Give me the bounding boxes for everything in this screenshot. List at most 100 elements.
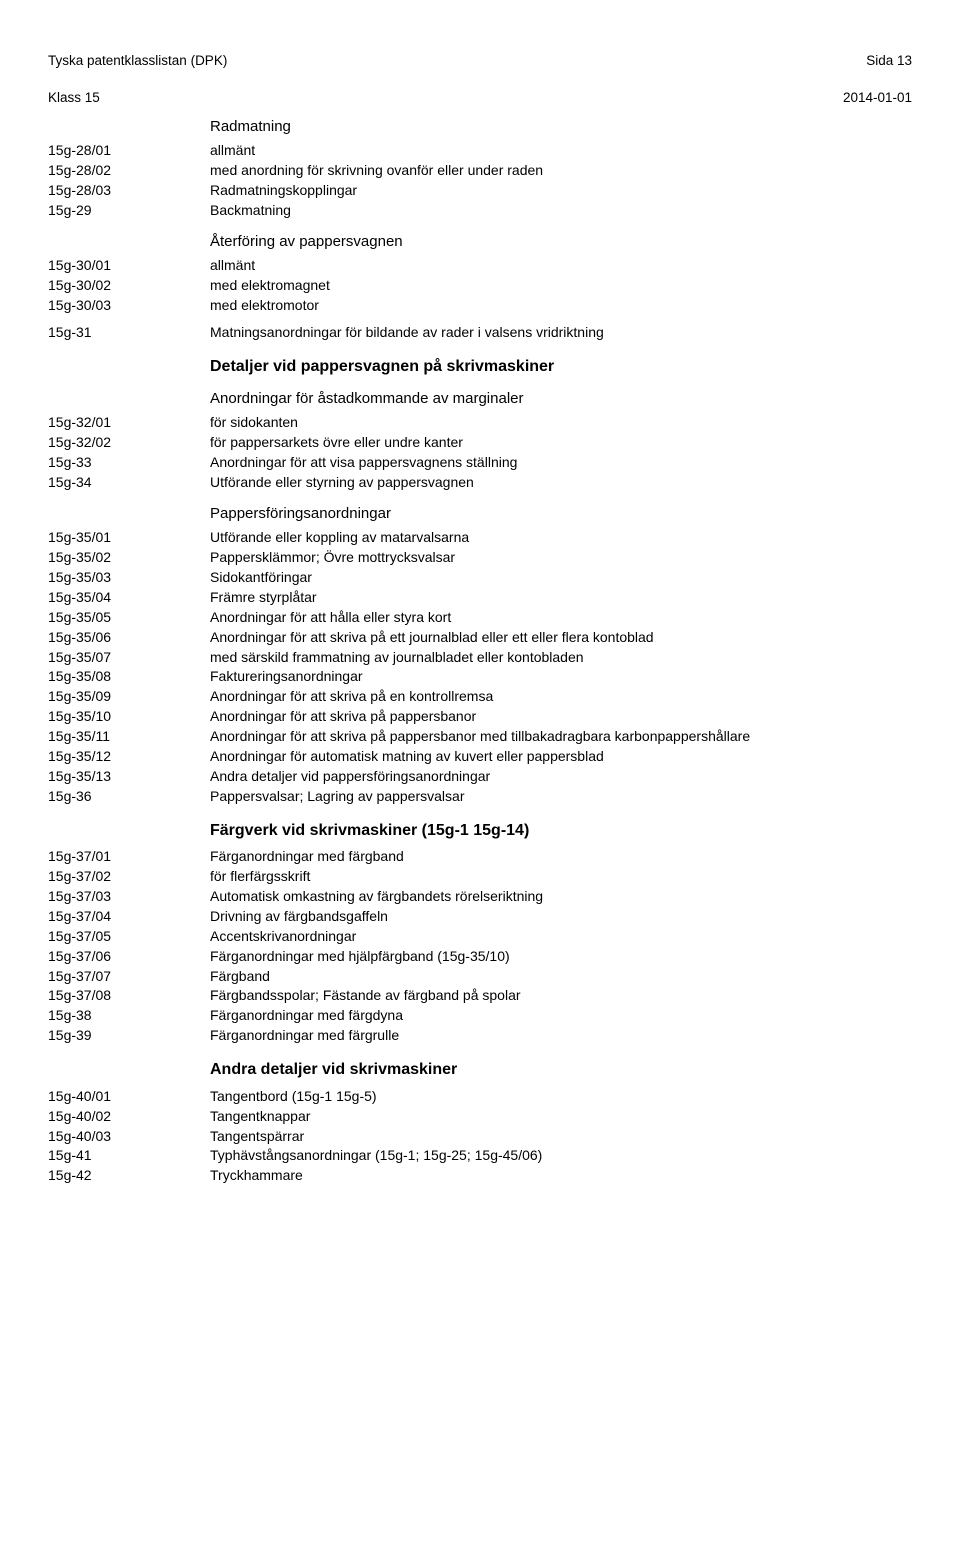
list-row: 15g-37/06Färganordningar med hjälpfärgba… (48, 947, 912, 966)
class-code: 15g-35/11 (48, 727, 210, 746)
list-row: 15g-37/04Drivning av färgbandsgaffeln (48, 907, 912, 926)
list-row: 15g-35/13Andra detaljer vid pappersförin… (48, 767, 912, 786)
class-code: 15g-31 (48, 323, 210, 342)
class-code: 15g-37/01 (48, 847, 210, 866)
class-description: Färganordningar med färgrulle (210, 1026, 912, 1045)
class-description: Automatisk omkastning av färgbandets rör… (210, 887, 912, 906)
list-row: 15g-36Pappersvalsar; Lagring av pappersv… (48, 787, 912, 806)
header-right: Sida 13 2014-01-01 (843, 34, 912, 107)
class-code: 15g-35/01 (48, 528, 210, 547)
class-description: Tryckhammare (210, 1166, 912, 1185)
class-description: Färganordningar med färgband (210, 847, 912, 866)
class-description: Anordningar för att skriva på en kontrol… (210, 687, 912, 706)
class-description: Färgbandsspolar; Fästande av färgband på… (210, 986, 912, 1005)
class-description: Radmatningskopplingar (210, 181, 912, 200)
list-row: 15g-35/09Anordningar för att skriva på e… (48, 687, 912, 706)
class-code: 15g-37/06 (48, 947, 210, 966)
list-row: 15g-29Backmatning (48, 201, 912, 220)
list-row: 15g-37/02för flerfärgsskrift (48, 867, 912, 886)
content-area: Radmatning15g-28/01allmänt15g-28/02med a… (48, 117, 912, 1185)
list-row: 15g-28/01allmänt (48, 141, 912, 160)
class-code: 15g-32/01 (48, 413, 210, 432)
list-row: 15g-34Utförande eller styrning av papper… (48, 473, 912, 492)
class-code: 15g-35/08 (48, 667, 210, 686)
class-description: Anordningar för att skriva på ett journa… (210, 628, 912, 647)
list-row: 15g-37/03Automatisk omkastning av färgba… (48, 887, 912, 906)
list-row: 15g-35/08Faktureringsanordningar (48, 667, 912, 686)
list-row: 15g-35/07med särskild frammatning av jou… (48, 648, 912, 667)
class-description: med elektromotor (210, 296, 912, 315)
class-code: 15g-30/01 (48, 256, 210, 275)
list-row: 15g-39Färganordningar med färgrulle (48, 1026, 912, 1045)
class-description: Accentskrivanordningar (210, 927, 912, 946)
list-row: 15g-35/06Anordningar för att skriva på e… (48, 628, 912, 647)
class-description: Anordningar för att skriva på pappersban… (210, 727, 912, 746)
class-description: med anordning för skrivning ovanför elle… (210, 161, 912, 180)
class-code: 15g-30/02 (48, 276, 210, 295)
list-row: 15g-28/02med anordning för skrivning ova… (48, 161, 912, 180)
list-row: 15g-32/02för pappersarkets övre eller un… (48, 433, 912, 452)
list-row: 15g-35/03Sidokantföringar (48, 568, 912, 587)
class-description: allmänt (210, 141, 912, 160)
list-row: 15g-30/02med elektromagnet (48, 276, 912, 295)
list-row: 15g-40/02Tangentknappar (48, 1107, 912, 1126)
list-row: 15g-31Matningsanordningar för bildande a… (48, 323, 912, 342)
class-description: Tangentbord (15g-1 15g-5) (210, 1087, 912, 1106)
list-row: 15g-37/08Färgbandsspolar; Fästande av fä… (48, 986, 912, 1005)
class-code: 15g-29 (48, 201, 210, 220)
section-subtitle: Radmatning (210, 117, 912, 137)
list-row: 15g-35/11Anordningar för att skriva på p… (48, 727, 912, 746)
class-description: Sidokantföringar (210, 568, 912, 587)
class-code: 15g-40/03 (48, 1127, 210, 1146)
class-code: 15g-32/02 (48, 433, 210, 452)
header-left-line1: Tyska patentklasslistan (DPK) (48, 53, 227, 68)
class-code: 15g-40/02 (48, 1107, 210, 1126)
header-right-line1: Sida 13 (866, 53, 912, 68)
section-subtitle: Pappersföringsanordningar (210, 504, 912, 524)
section-heading: Detaljer vid pappersvagnen på skrivmaski… (210, 356, 912, 378)
class-description: för pappersarkets övre eller undre kante… (210, 433, 912, 452)
section-subtitle: Anordningar för åstadkommande av margina… (210, 389, 912, 409)
class-code: 15g-28/01 (48, 141, 210, 160)
list-row: 15g-32/01för sidokanten (48, 413, 912, 432)
class-description: Utförande eller koppling av matarvalsarn… (210, 528, 912, 547)
class-description: Andra detaljer vid pappersföringsanordni… (210, 767, 912, 786)
class-code: 15g-37/03 (48, 887, 210, 906)
class-code: 15g-35/13 (48, 767, 210, 786)
class-code: 15g-35/10 (48, 707, 210, 726)
list-row: 15g-35/04Främre styrplåtar (48, 588, 912, 607)
class-code: 15g-37/02 (48, 867, 210, 886)
class-code: 15g-35/07 (48, 648, 210, 667)
class-description: med särskild frammatning av journalblade… (210, 648, 912, 667)
class-code: 15g-35/02 (48, 548, 210, 567)
class-code: 15g-28/03 (48, 181, 210, 200)
class-code: 15g-36 (48, 787, 210, 806)
list-row: 15g-35/05Anordningar för att hålla eller… (48, 608, 912, 627)
class-description: Typhävstångsanordningar (15g-1; 15g-25; … (210, 1146, 912, 1165)
list-row: 15g-35/02Pappersklämmor; Övre mottrycksv… (48, 548, 912, 567)
class-description: Färgband (210, 967, 912, 986)
class-code: 15g-28/02 (48, 161, 210, 180)
class-code: 15g-34 (48, 473, 210, 492)
class-code: 15g-35/05 (48, 608, 210, 627)
class-code: 15g-35/03 (48, 568, 210, 587)
list-row: 15g-37/07Färgband (48, 967, 912, 986)
class-code: 15g-37/05 (48, 927, 210, 946)
class-description: Pappersvalsar; Lagring av pappersvalsar (210, 787, 912, 806)
class-description: Främre styrplåtar (210, 588, 912, 607)
class-code: 15g-37/07 (48, 967, 210, 986)
class-description: Anordningar för automatisk matning av ku… (210, 747, 912, 766)
list-row: 15g-33Anordningar för att visa pappersva… (48, 453, 912, 472)
class-description: Anordningar för att skriva på pappersban… (210, 707, 912, 726)
class-code: 15g-35/09 (48, 687, 210, 706)
class-description: Färganordningar med hjälpfärgband (15g-3… (210, 947, 912, 966)
class-description: för sidokanten (210, 413, 912, 432)
class-description: Tangentspärrar (210, 1127, 912, 1146)
list-row: 15g-28/03Radmatningskopplingar (48, 181, 912, 200)
section-heading: Andra detaljer vid skrivmaskiner (210, 1059, 912, 1081)
page-header: Tyska patentklasslistan (DPK) Klass 15 S… (48, 34, 912, 107)
class-code: 15g-30/03 (48, 296, 210, 315)
class-description: Pappersklämmor; Övre mottrycksvalsar (210, 548, 912, 567)
section-heading: Färgverk vid skrivmaskiner (15g-1 15g-14… (210, 820, 912, 842)
list-row: 15g-40/01Tangentbord (15g-1 15g-5) (48, 1087, 912, 1106)
